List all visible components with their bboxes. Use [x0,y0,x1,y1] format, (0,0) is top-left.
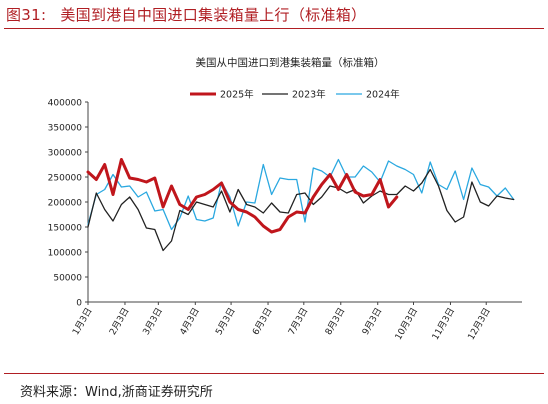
footer-divider [4,373,544,374]
x-tick-label: 12月3日 [466,306,493,342]
x-tick-label: 9月3日 [360,306,384,337]
x-tick-label: 11月3日 [430,306,457,342]
x-axis: 1月3日 2月3日 3月3日 4月3日 5月3日 6月3日 7月3日 8月3日 9月3日 10月3… [70,301,522,342]
y-tick-label: 150000 [48,224,83,234]
series-layer [86,158,515,252]
x-tick-label: 7月3日 [286,306,310,337]
chart-container: 美国从中国进口到港集装箱量（标准箱） 2025年 2023年 2024年 0 5000… [0,32,548,372]
chart-title: 美国从中国进口到港集装箱量（标准箱） [196,56,385,69]
source-note: 资料来源：Wind,浙商证券研究所 [20,385,213,400]
chart-legend: 2025年 2023年 2024年 [190,89,400,101]
y-tick-label: 300000 [48,149,83,159]
y-tick-label: 100000 [48,249,83,259]
legend-label: 2025年 [220,89,254,101]
y-tick-label: 0 [76,299,82,309]
x-tick-label: 4月3日 [178,306,202,337]
x-tick-label: 1月3日 [70,306,94,337]
legend-label: 2023年 [292,89,326,101]
series-line-2025 [86,158,399,234]
y-tick-label: 50000 [53,274,82,284]
y-tick-label: 250000 [48,174,83,184]
figure-title-text: 美国到港自中国进口集装箱量上行（标准箱） [60,6,367,24]
y-tick-label: 200000 [48,199,83,209]
legend-label: 2024年 [366,89,400,101]
series-line-2024 [87,158,515,231]
x-tick-label: 2月3日 [107,306,131,337]
x-tick-label: 6月3日 [250,306,274,337]
x-tick-label: 3月3日 [141,306,165,337]
y-axis: 0 50000 100000 150000 200000 250000 300000 3500… [48,99,89,309]
title-divider [4,28,544,29]
y-tick-label: 400000 [48,99,83,109]
y-tick-label: 350000 [48,124,83,134]
x-tick-label: 8月3日 [323,306,347,337]
figure-number: 图31: [6,6,47,24]
x-tick-label: 10月3日 [393,306,420,342]
figure-title: 图31: 美国到港自中国进口集装箱量上行（标准箱） [6,4,366,25]
line-chart: 美国从中国进口到港集装箱量（标准箱） 2025年 2023年 2024年 0 5000… [48,56,522,342]
series-line-2023 [87,168,515,252]
x-tick-label: 5月3日 [213,306,237,337]
